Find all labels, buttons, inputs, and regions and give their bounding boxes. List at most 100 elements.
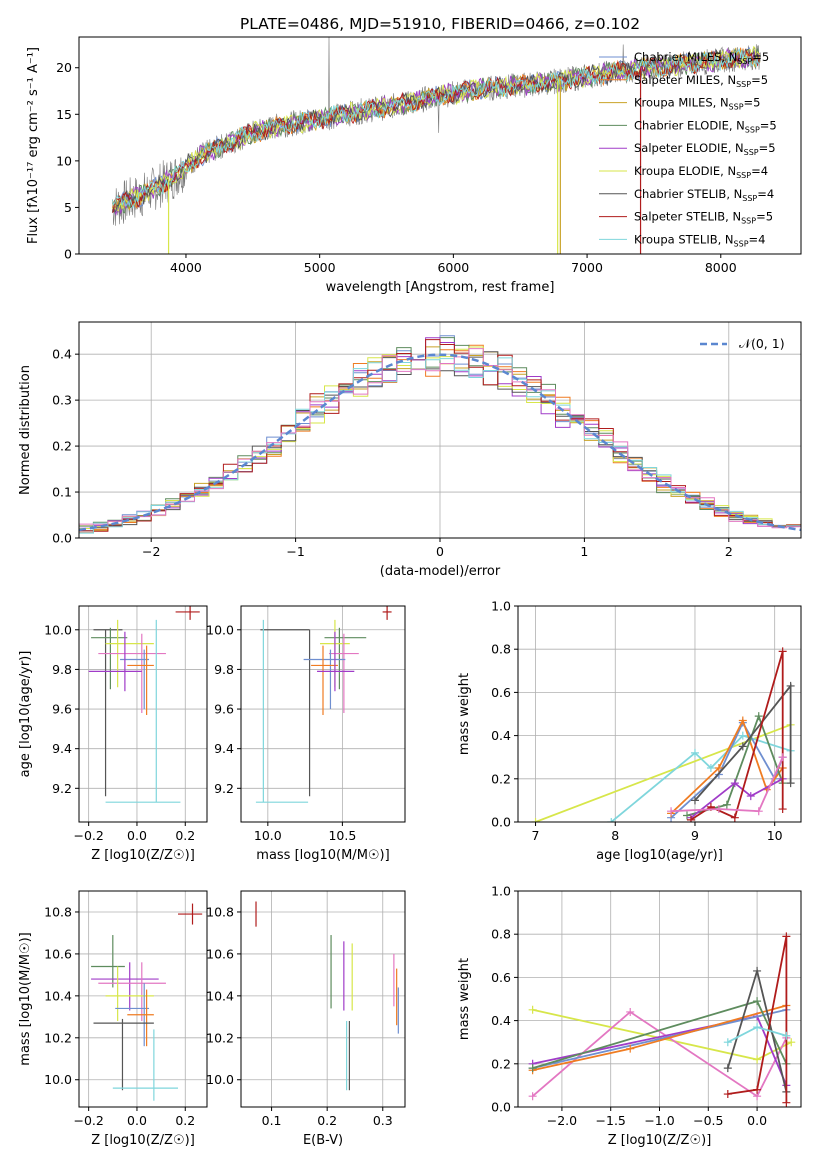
legend-label: Salpeter ELODIE, NSSP=5 xyxy=(634,141,776,157)
y-tick-label: 10 xyxy=(56,153,72,168)
x-tick-label: 0.3 xyxy=(373,1113,393,1128)
y-tick-label: 9.6 xyxy=(214,702,234,717)
panel-mass_vs_Z: −0.2 0.0 0.2 10.0 10.2 10.4 10.6 10.8 Z [log10(Z… xyxy=(18,890,208,1148)
panel-spectrum: 4000 5000 6000 7000 8000 0 5 10 15 20 wavelength [… xyxy=(26,36,802,295)
legend-label: Chabrier STELIB, NSSP=4 xyxy=(634,187,774,203)
y-tick-label: 1.0 xyxy=(491,599,511,614)
weight-marker xyxy=(778,753,787,762)
weight-line xyxy=(671,756,784,813)
panel-residuals: −2 −1 0 1 2 0.0 0.1 0.2 0.3 0.4 (data-model)/error… xyxy=(18,321,802,579)
weight-marker xyxy=(753,1023,762,1032)
panel-age_vs_Z: −0.2 0.0 0.2 9.2 9.4 9.6 9.8 10.0 Z [log10(Z/Z☉)… xyxy=(18,605,208,863)
plot-area xyxy=(528,932,796,1107)
legend-label: Salpeter STELIB, NSSP=5 xyxy=(634,210,773,226)
weight-marker xyxy=(706,764,715,772)
weight-marker xyxy=(667,807,676,816)
weight-marker xyxy=(754,807,763,816)
axes-frame xyxy=(78,890,208,1108)
x-axis-label: Z [log10(Z/Z☉)] xyxy=(91,848,195,863)
y-tick-label: 9.2 xyxy=(214,781,234,796)
weight-marker xyxy=(690,796,699,805)
x-tick-label: −1 xyxy=(286,544,304,559)
x-tick-label: −1.5 xyxy=(596,1113,626,1128)
x-axis-label: mass [log10(M/M☉)] xyxy=(256,848,389,863)
axes-frame xyxy=(78,36,802,255)
spectrum-legend: Chabrier MILES, NSSP=5 Salpeter MILES, NS… xyxy=(599,50,777,248)
axes-frame xyxy=(517,890,802,1108)
x-tick-label: 4000 xyxy=(170,260,202,275)
y-tick-label: 10.0 xyxy=(44,1072,72,1087)
y-tick-label: 0.2 xyxy=(52,439,72,454)
y-axis-label: mass weight xyxy=(457,958,472,1040)
y-tick-label: 9.8 xyxy=(52,662,72,677)
weight-marker xyxy=(754,712,763,721)
plot-area xyxy=(111,37,761,254)
spectrum-model-line xyxy=(111,48,760,210)
x-tick-label: 0.0 xyxy=(127,828,147,843)
y-axis-label: mass [log10(M/M☉)] xyxy=(18,932,33,1065)
x-axis-label: Z [log10(Z/Z☉)] xyxy=(608,1133,712,1148)
y-tick-label: 9.2 xyxy=(52,781,72,796)
weight-line xyxy=(694,683,792,801)
weight-marker xyxy=(714,764,723,772)
y-tick-label: 10.2 xyxy=(206,1030,234,1045)
y-tick-label: 0.6 xyxy=(491,970,511,985)
weight-marker xyxy=(778,805,787,814)
y-tick-label: 10.0 xyxy=(206,1072,234,1087)
plot-area xyxy=(79,335,801,534)
weight-marker xyxy=(690,748,699,757)
weight-marker xyxy=(528,1092,537,1101)
y-tick-label: 9.6 xyxy=(52,702,72,717)
legend-label: 𝒩(0, 1) xyxy=(739,336,785,351)
legend-subscript: SSP xyxy=(736,80,751,89)
x-tick-label: 10.5 xyxy=(328,828,356,843)
weight-marker xyxy=(753,997,762,1006)
y-tick-label: 1.0 xyxy=(491,884,511,899)
axes-frame xyxy=(240,605,406,823)
weight-marker xyxy=(738,731,747,740)
legend-subscript: SSP xyxy=(741,217,756,226)
legend-label: Kroupa STELIB, NSSP=4 xyxy=(634,232,765,248)
weight-marker xyxy=(714,805,723,814)
x-axis-label: Z [log10(Z/Z☉)] xyxy=(91,1133,195,1148)
axes-frame xyxy=(78,321,802,539)
weight-marker xyxy=(778,647,787,656)
x-tick-label: 9 xyxy=(691,828,699,843)
y-tick-label: 0.4 xyxy=(52,347,72,362)
y-tick-label: 10.4 xyxy=(44,988,72,1003)
y-tick-label: 0.4 xyxy=(491,728,511,743)
legend-subscript: SSP xyxy=(736,171,751,180)
legend-tail: =4 xyxy=(751,164,768,178)
plot-area xyxy=(88,606,200,803)
normal-curve xyxy=(79,353,801,532)
y-axis-label: age [log10(age/yr)] xyxy=(18,651,33,778)
weight-marker xyxy=(753,966,762,975)
y-tick-label: 0.8 xyxy=(491,927,511,942)
panel-weight_vs_Z: −2.0 −1.5 −1.0 −0.5 0.0 0.0 0.2 0.4 0.6 0.8 1.0 Z [… xyxy=(457,884,802,1148)
x-tick-label: 10.0 xyxy=(254,828,282,843)
x-tick-label: 0.1 xyxy=(262,1113,282,1128)
figure-title: PLATE=0486, MJD=51910, FIBERID=0466, z=0… xyxy=(240,15,640,33)
legend-tail: =4 xyxy=(749,232,766,246)
x-tick-label: −2.0 xyxy=(547,1113,577,1128)
weight-marker xyxy=(730,779,739,788)
weight-marker xyxy=(723,1038,732,1047)
legend-subscript: SSP xyxy=(737,57,752,66)
x-axis-label: age [log10(age/yr)] xyxy=(596,848,723,863)
y-tick-label: 20 xyxy=(56,60,72,75)
y-tick-label: 10.0 xyxy=(206,622,234,637)
legend-subscript: SSP xyxy=(745,125,760,134)
y-axis-label: Flux [fλ10⁻¹⁷ erg cm⁻² s⁻¹ A⁻¹] xyxy=(26,47,41,244)
x-tick-label: −0.2 xyxy=(73,1113,103,1128)
x-axis-label: E(B-V) xyxy=(303,1133,343,1148)
weight-marker xyxy=(531,818,540,822)
y-tick-label: 0.2 xyxy=(491,771,511,786)
y-tick-label: 9.4 xyxy=(214,741,234,756)
legend-tail: =5 xyxy=(751,73,768,87)
axes-frame xyxy=(240,890,406,1108)
weight-marker xyxy=(782,932,791,941)
plot-area xyxy=(531,647,795,822)
weight-line xyxy=(532,1008,787,1069)
legend-label: Kroupa ELODIE, NSSP=4 xyxy=(634,164,768,180)
spectrum-model-line xyxy=(112,50,761,213)
